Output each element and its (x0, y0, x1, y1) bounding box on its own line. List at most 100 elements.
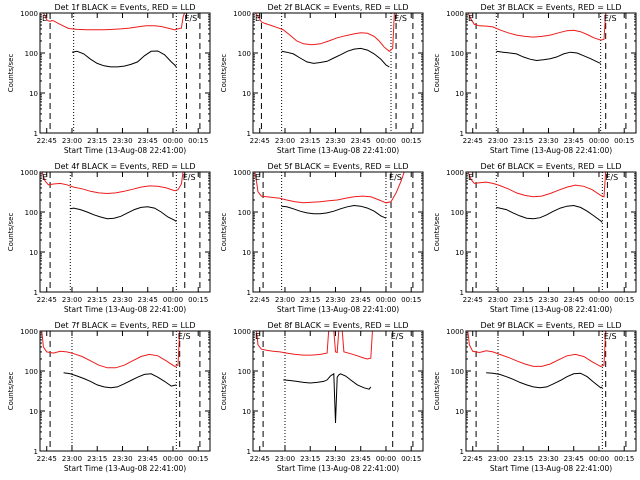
y-axis-label: Counts/sec (220, 372, 228, 411)
y-tick-label: 100 (25, 368, 38, 376)
y-tick-label: 1 (460, 130, 464, 138)
chart-title: Det 6f BLACK = Events, RED = LLD (480, 162, 621, 171)
x-tick-label: 22:45 (463, 455, 483, 463)
x-axis-label: Start Time (13-Aug-08 22:41:00) (277, 464, 399, 473)
chart-title: Det 4f BLACK = Events, RED = LLD (54, 162, 195, 171)
x-tick-label: 23:15 (513, 137, 533, 145)
e-marker-label: E (255, 332, 260, 341)
es-marker-label: E/S (184, 14, 197, 23)
x-tick-label: 00:15 (614, 296, 634, 304)
y-tick-label: 1000 (233, 169, 251, 177)
chart-panel-4: Det 4f BLACK = Events, RED = LLD Counts/s… (7, 162, 211, 314)
y-tick-label: 1000 (446, 10, 464, 18)
x-tick-label: 23:00 (62, 296, 82, 304)
events-series-line (486, 372, 603, 389)
x-tick-label: 23:30 (325, 455, 345, 463)
y-tick-label: 1 (460, 448, 464, 456)
x-tick-label: 00:15 (188, 455, 208, 463)
es-marker-label: E/S (394, 14, 407, 23)
chart-title: Det 3f BLACK = Events, RED = LLD (480, 3, 621, 12)
x-tick-label: 00:00 (163, 455, 183, 463)
x-axis-label: Start Time (13-Aug-08 22:41:00) (490, 305, 612, 314)
plot-frame (39, 171, 211, 293)
x-axis-label: Start Time (13-Aug-08 22:41:00) (64, 464, 186, 473)
y-tick-label: 100 (238, 368, 251, 376)
x-axis-label: Start Time (13-Aug-08 22:41:00) (490, 146, 612, 155)
x-tick-label: 23:30 (325, 137, 345, 145)
x-tick-label: 22:45 (37, 137, 57, 145)
y-tick-label: 1000 (20, 328, 38, 336)
x-tick-label: 00:00 (163, 296, 183, 304)
es-marker-label: E/S (604, 14, 617, 23)
y-axis-label: Counts/sec (220, 213, 228, 252)
x-tick-label: 23:45 (351, 455, 371, 463)
x-tick-label: 00:00 (376, 296, 396, 304)
x-tick-label: 23:45 (138, 137, 158, 145)
x-tick-label: 23:00 (275, 296, 295, 304)
x-tick-label: 00:15 (401, 455, 421, 463)
x-tick-label: 23:00 (488, 455, 508, 463)
events-series-line (283, 372, 372, 424)
lld-series-line (254, 13, 395, 52)
chart-title: Det 2f BLACK = Events, RED = LLD (267, 3, 408, 12)
y-tick-label: 1000 (446, 169, 464, 177)
chart-panel-2: Det 2f BLACK = Events, RED = LLD Counts/s… (220, 3, 424, 155)
y-axis-label: Counts/sec (7, 372, 15, 411)
x-tick-label: 22:45 (250, 137, 270, 145)
x-axis-label: Start Time (13-Aug-08 22:41:00) (277, 305, 399, 314)
y-tick-label: 1000 (233, 328, 251, 336)
e-marker-label: E (468, 14, 473, 23)
x-tick-label: 00:00 (376, 455, 396, 463)
y-axis-label: Counts/sec (433, 372, 441, 411)
x-tick-label: 23:15 (513, 296, 533, 304)
chart-title: Det 7f BLACK = Events, RED = LLD (54, 321, 195, 330)
es-marker-label: E/S (605, 173, 618, 182)
x-tick-label: 00:00 (376, 137, 396, 145)
x-tick-label: 23:45 (351, 137, 371, 145)
y-tick-label: 100 (25, 50, 38, 58)
x-tick-label: 00:15 (614, 137, 634, 145)
events-series-line (496, 204, 603, 223)
x-tick-label: 23:15 (87, 137, 107, 145)
y-tick-label: 1000 (20, 169, 38, 177)
y-tick-label: 100 (238, 50, 251, 58)
y-tick-label: 1000 (446, 328, 464, 336)
x-tick-label: 22:45 (37, 455, 57, 463)
y-tick-label: 1000 (233, 10, 251, 18)
y-tick-label: 100 (25, 209, 38, 217)
x-axis-label: Start Time (13-Aug-08 22:41:00) (490, 464, 612, 473)
x-tick-label: 23:15 (513, 455, 533, 463)
y-tick-label: 1 (34, 289, 38, 297)
plot-frame (39, 330, 211, 452)
plot-frame (252, 12, 424, 134)
x-tick-label: 00:15 (188, 137, 208, 145)
x-tick-label: 00:15 (401, 137, 421, 145)
lld-series-line (467, 331, 607, 367)
x-axis-label: Start Time (13-Aug-08 22:41:00) (277, 146, 399, 155)
y-tick-label: 10 (455, 408, 464, 416)
x-tick-label: 00:00 (589, 455, 609, 463)
events-series-line (63, 372, 177, 389)
plot-frame (465, 171, 637, 293)
es-marker-label: E/S (604, 332, 617, 341)
y-axis-label: Counts/sec (7, 213, 15, 252)
x-tick-label: 23:30 (538, 296, 558, 304)
chart-panel-7: Det 7f BLACK = Events, RED = LLD Counts/s… (7, 321, 211, 473)
y-axis-label: Counts/sec (433, 213, 441, 252)
es-marker-label: E/S (389, 173, 402, 182)
e-marker-label: E (42, 14, 47, 23)
x-tick-label: 23:15 (300, 296, 320, 304)
y-tick-label: 100 (451, 368, 464, 376)
x-tick-label: 23:45 (351, 296, 371, 304)
x-axis-label: Start Time (13-Aug-08 22:41:00) (64, 146, 186, 155)
lld-series-line (42, 13, 186, 31)
lld-series-line (467, 13, 607, 41)
x-tick-label: 00:15 (401, 296, 421, 304)
x-tick-label: 23:00 (62, 137, 82, 145)
chart-title: Det 9f BLACK = Events, RED = LLD (480, 321, 621, 330)
y-axis-label: Counts/sec (433, 54, 441, 93)
x-tick-label: 23:00 (275, 137, 295, 145)
x-axis-label: Start Time (13-Aug-08 22:41:00) (64, 305, 186, 314)
x-tick-label: 23:30 (538, 137, 558, 145)
